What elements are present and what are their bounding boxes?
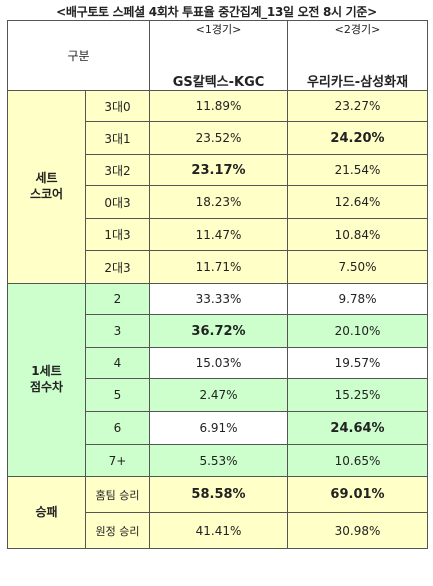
match1-value: 36.72% [149, 314, 288, 348]
match2-value: 20.10% [287, 314, 428, 348]
match1-name: GS칼텍스-KGC [172, 75, 265, 90]
match1-number: <1경기> [195, 23, 242, 36]
row-label: 3대1 [85, 121, 150, 155]
table-row: 1대3 11.47% 10.84% [8, 218, 428, 251]
table-row: 6 6.91% 24.64% [8, 411, 428, 445]
category-label: 1세트 점수차 [29, 364, 64, 394]
category-label: 승패 [35, 504, 58, 519]
table-row: 1세트 점수차 2 33.33% 9.78% [7, 283, 428, 477]
match2-value: 30.98% [287, 512, 428, 549]
match2-value: 7.50% [287, 250, 428, 284]
match2-value: 24.64% [287, 411, 428, 445]
match1-value: 41.41% [149, 512, 288, 549]
category-label: 세트 스코어 [29, 171, 64, 201]
match2-header: <2경기> 우리카드-삼성화재 [287, 20, 428, 91]
table-row: 2대3 11.71% 7.50% [8, 250, 428, 284]
match1-value: 11.71% [149, 250, 288, 284]
table-row: 세트 스코어 3대0 11.89% 23.27% [7, 90, 428, 284]
row-label: 7+ [85, 444, 150, 477]
category-set-score: 세트 스코어 [7, 90, 86, 284]
match2-value: 15.25% [287, 378, 428, 412]
match2-value: 9.78% [287, 283, 428, 315]
category-win-loss: 승패 [7, 476, 86, 549]
table-row: 승패 홈팀 승리 58.58% 69.01% [7, 476, 428, 549]
match2-name: 우리카드-삼성화재 [306, 75, 409, 90]
match1-header: <1경기> GS칼텍스-KGC [149, 20, 288, 91]
table-row: 4 15.03% 19.57% [8, 347, 428, 379]
header-row: 구분 <1경기> GS칼텍스-KGC <2경기> 우리카드-삼성화재 [7, 20, 428, 91]
match2-value: 10.65% [287, 444, 428, 477]
gubun-header: 구분 [7, 20, 150, 91]
match2-value: 24.20% [287, 121, 428, 155]
row-label: 4 [85, 347, 150, 379]
match1-value: 5.53% [149, 444, 288, 477]
table-row: 5 2.47% 15.25% [8, 378, 428, 412]
category-first-set-diff: 1세트 점수차 [7, 283, 86, 477]
table-row: 3대2 23.17% 21.54% [8, 154, 428, 186]
match1-value: 33.33% [149, 283, 288, 315]
row-label: 0대3 [85, 185, 150, 219]
match2-value: 19.57% [287, 347, 428, 379]
match1-value: 23.17% [149, 154, 288, 186]
page-title: <배구토토 스페셜 4회차 투표율 중간집계_13일 오전 8시 기준> [56, 5, 377, 19]
row-label: 1대3 [85, 218, 150, 251]
match2-value: 23.27% [287, 90, 428, 122]
match1-value: 11.89% [149, 90, 288, 122]
match1-value: 15.03% [149, 347, 288, 379]
table-row: 원정 승리 41.41% 30.98% [8, 512, 428, 549]
row-label: 6 [85, 411, 150, 445]
row-label: 원정 승리 [85, 512, 150, 549]
match2-number: <2경기> [334, 23, 381, 36]
match2-value: 21.54% [287, 154, 428, 186]
row-label: 5 [85, 378, 150, 412]
row-label: 3대0 [85, 90, 150, 122]
table-row: 7+ 5.53% 10.65% [8, 444, 428, 477]
row-label: 3 [85, 314, 150, 348]
match1-value: 58.58% [149, 476, 288, 513]
match2-value: 69.01% [287, 476, 428, 513]
row-label: 3대2 [85, 154, 150, 186]
row-label: 홈팀 승리 [85, 476, 150, 513]
table-row: 3 36.72% 20.10% [8, 314, 428, 348]
match1-value: 6.91% [149, 411, 288, 445]
match2-value: 12.64% [287, 185, 428, 219]
table-row: 3대1 23.52% 24.20% [8, 121, 428, 155]
match1-value: 18.23% [149, 185, 288, 219]
row-label: 2대3 [85, 250, 150, 284]
match1-value: 2.47% [149, 378, 288, 412]
vote-rate-table: 구분 <1경기> GS칼텍스-KGC <2경기> 우리카드-삼성화재 세트 스코… [7, 20, 428, 549]
table-row: 0대3 18.23% 12.64% [8, 185, 428, 219]
row-label: 2 [85, 283, 150, 315]
match1-value: 11.47% [149, 218, 288, 251]
match1-value: 23.52% [149, 121, 288, 155]
match2-value: 10.84% [287, 218, 428, 251]
